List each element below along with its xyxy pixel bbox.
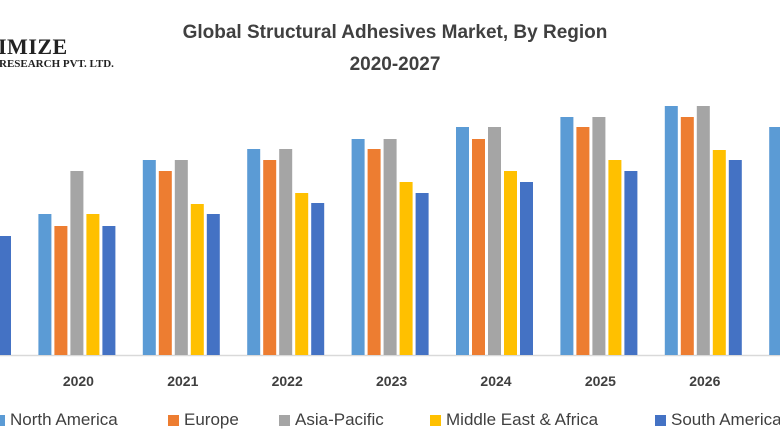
x-tick-label: 2021 (167, 373, 198, 389)
legend-swatch (279, 414, 290, 426)
logo-text: IMIZE (0, 34, 68, 59)
bar-middle-east-africa-2024 (504, 171, 517, 355)
bar-south-america-2019 (0, 236, 11, 355)
bar-asia-pacific-2024 (488, 127, 501, 355)
legend-swatch (168, 414, 179, 426)
logo-subtext: RESEARCH PVT. LTD. (0, 58, 114, 70)
legend-swatch (430, 414, 441, 426)
legend-item: South America (655, 410, 780, 430)
legend-label: Europe (184, 410, 239, 429)
legend-label: Asia-Pacific (295, 410, 384, 429)
bar-south-america-2022 (311, 203, 325, 355)
bar-south-america-2026 (728, 160, 742, 355)
bar-north-america-2021 (142, 160, 156, 355)
bar-north-america-2024 (456, 127, 469, 355)
x-tick-label: 2025 (585, 373, 616, 389)
x-tick-label: 2026 (689, 373, 720, 389)
bar-middle-east-africa-2022 (295, 193, 309, 355)
x-tick-label: 2020 (63, 373, 94, 389)
legend-item: Europe (168, 410, 239, 430)
legend-label: South America (671, 410, 780, 429)
legend-label: North America (10, 410, 118, 429)
bar-middle-east-africa-2025 (608, 160, 622, 355)
x-tick-label: 2023 (376, 373, 407, 389)
bar-europe-2026 (680, 117, 694, 355)
bar-europe-2020 (54, 226, 68, 355)
bar-asia-pacific-2021 (174, 160, 188, 355)
legend-label: Middle East & Africa (446, 410, 599, 429)
chart-title: Global Structural Adhesives Market, By R… (182, 22, 608, 43)
bar-middle-east-africa-2020 (86, 214, 100, 355)
legend-item: Asia-Pacific (279, 410, 384, 430)
x-tick-label: 2022 (272, 373, 303, 389)
bar-north-america-2027 (769, 127, 780, 355)
bar-europe-2025 (576, 127, 590, 355)
x-tick-label: 2024 (480, 373, 511, 389)
bar-south-america-2020 (102, 226, 116, 355)
bar-asia-pacific-2022 (279, 149, 293, 355)
legend-item: Middle East & Africa (430, 410, 598, 430)
bar-north-america-2026 (664, 106, 678, 355)
bar-asia-pacific-2025 (592, 117, 606, 355)
bar-south-america-2023 (415, 193, 429, 355)
bar-europe-2022 (263, 160, 277, 355)
bar-asia-pacific-2023 (383, 139, 397, 355)
legend-item: North America (0, 410, 118, 430)
bar-europe-2024 (472, 139, 485, 355)
bar-asia-pacific-2026 (696, 106, 710, 355)
bar-europe-2021 (158, 171, 172, 355)
bar-middle-east-africa-2026 (712, 150, 726, 355)
legend-swatch (655, 414, 666, 426)
legend: North America Europe Asia-Pacific Middle Ea… (0, 410, 780, 432)
bar-asia-pacific-2020 (70, 171, 84, 355)
bar-north-america-2023 (351, 139, 365, 355)
bar-europe-2023 (367, 149, 381, 355)
chart-title-block: Global Structural Adhesives Market, By R… (0, 17, 780, 81)
bar-middle-east-africa-2023 (399, 182, 413, 355)
bar-north-america-2025 (560, 117, 574, 355)
bar-middle-east-africa-2021 (190, 204, 204, 355)
bar-south-america-2021 (206, 214, 220, 355)
bar-south-america-2024 (520, 182, 533, 355)
bar-south-america-2025 (624, 171, 638, 355)
bar-north-america-2020 (38, 214, 52, 355)
bar-north-america-2022 (247, 149, 261, 355)
chart-subtitle: 2020-2027 (349, 54, 441, 75)
legend-swatch (0, 414, 5, 426)
